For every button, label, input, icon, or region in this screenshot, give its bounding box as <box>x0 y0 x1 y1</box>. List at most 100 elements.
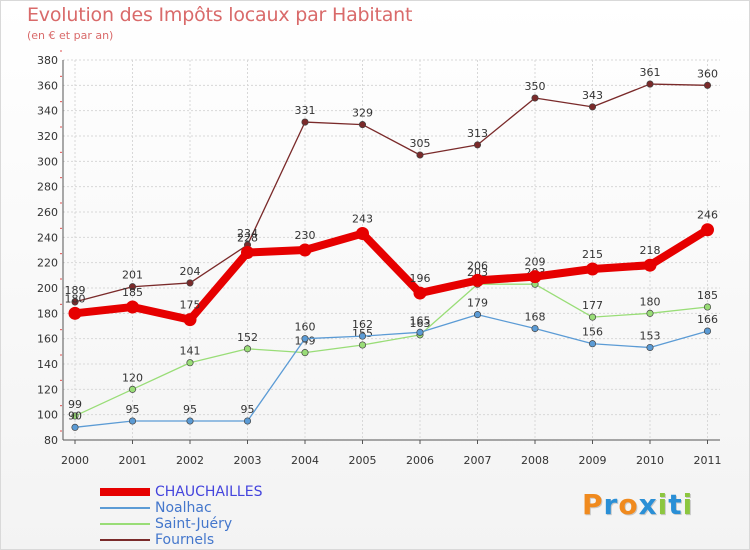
x-tick-label: 2004 <box>291 454 319 467</box>
data-label: 343 <box>582 89 603 102</box>
data-label: 196 <box>410 272 431 285</box>
data-point <box>241 246 254 260</box>
data-point <box>646 343 654 352</box>
data-label: 215 <box>582 248 603 261</box>
series-line <box>74 83 709 303</box>
data-point <box>243 417 252 425</box>
data-point <box>643 258 657 272</box>
data-label: 218 <box>640 244 661 257</box>
y-tick-label: 260 <box>37 206 58 219</box>
data-point <box>531 324 539 333</box>
legend-swatch <box>100 523 150 525</box>
y-tick-label: 180 <box>37 307 58 320</box>
data-point <box>71 298 79 306</box>
legend-item: Saint-Juéry <box>100 516 262 532</box>
legend-label: Saint-Juéry <box>155 516 233 532</box>
y-tick-label: 300 <box>37 155 58 168</box>
data-label: 180 <box>640 295 661 308</box>
data-point <box>646 80 654 88</box>
x-tick-label: 2010 <box>636 454 664 467</box>
data-point <box>71 412 79 420</box>
data-point <box>356 227 369 241</box>
data-point <box>473 141 482 149</box>
data-point <box>301 349 309 357</box>
data-point <box>68 306 82 320</box>
data-point <box>473 311 482 319</box>
x-tick-label: 2000 <box>61 454 89 467</box>
x-tick-label: 2001 <box>119 454 147 467</box>
legend-item: CHAUCHAILLES <box>100 484 262 500</box>
data-point <box>301 118 309 126</box>
data-label: 331 <box>295 104 316 117</box>
plot-area <box>63 60 720 440</box>
data-point <box>588 340 597 348</box>
data-point <box>531 94 539 102</box>
data-point <box>528 270 542 284</box>
data-label: 313 <box>467 127 488 140</box>
data-point <box>586 262 599 276</box>
data-point <box>416 151 424 159</box>
data-label: 153 <box>640 330 661 343</box>
series-line <box>71 225 712 324</box>
x-tick-label: 2005 <box>349 454 377 467</box>
x-tick-label: 2002 <box>176 454 204 467</box>
data-label: 203 <box>467 266 488 279</box>
data-label: 95 <box>241 403 255 416</box>
x-tick-label: 2006 <box>406 454 434 467</box>
y-tick-label: 160 <box>37 333 58 346</box>
data-label: 166 <box>697 313 718 326</box>
data-label: 156 <box>582 326 603 339</box>
data-label: 152 <box>237 331 258 344</box>
data-label: 189 <box>65 284 86 297</box>
data-label: 165 <box>410 314 431 327</box>
data-label: 230 <box>295 229 316 242</box>
data-label: 204 <box>180 265 201 278</box>
legend-item: Noalhac <box>100 500 262 516</box>
legend-swatch <box>100 507 150 509</box>
data-label: 95 <box>126 403 140 416</box>
data-point <box>416 328 424 336</box>
data-point <box>413 286 427 300</box>
data-point <box>128 385 137 393</box>
data-label: 99 <box>68 398 82 411</box>
data-point <box>588 313 597 321</box>
data-label: 246 <box>697 209 718 222</box>
data-point <box>703 81 712 89</box>
data-point <box>128 283 137 291</box>
data-label: 160 <box>295 321 316 334</box>
data-point <box>358 121 367 129</box>
chart-subtitle: (en € et par an) <box>27 29 114 42</box>
data-label: 234 <box>237 227 258 240</box>
data-label: 175 <box>180 299 201 312</box>
data-point <box>183 313 197 327</box>
data-point <box>186 359 194 367</box>
series-line <box>74 313 709 428</box>
data-point <box>186 279 194 287</box>
data-label: 305 <box>410 137 431 150</box>
data-point <box>703 303 712 311</box>
y-tick-label: 80 <box>44 434 58 447</box>
data-label: 228 <box>237 232 258 245</box>
y-tick-label: 240 <box>37 231 58 244</box>
data-label: 361 <box>640 66 661 79</box>
data-label: 95 <box>183 403 197 416</box>
data-point <box>471 273 484 287</box>
legend-label: Fournels <box>155 532 215 548</box>
legend-label: Noalhac <box>155 500 212 516</box>
y-tick-label: 320 <box>37 130 58 143</box>
data-label: 163 <box>410 317 431 330</box>
data-point <box>358 332 367 340</box>
data-label: 177 <box>582 299 603 312</box>
legend-item: Fournels <box>100 532 262 548</box>
x-tick-label: 2008 <box>521 454 549 467</box>
data-point <box>186 417 194 425</box>
data-point <box>243 345 252 353</box>
proxiti-logo: Proxiti <box>582 488 694 521</box>
data-label: 162 <box>352 318 373 331</box>
data-label: 180 <box>65 292 86 305</box>
data-label: 185 <box>697 289 718 302</box>
legend-swatch <box>100 488 150 496</box>
y-tick-label: 120 <box>37 383 58 396</box>
chart-title: Evolution des Impôts locaux par Habitant <box>27 4 413 26</box>
